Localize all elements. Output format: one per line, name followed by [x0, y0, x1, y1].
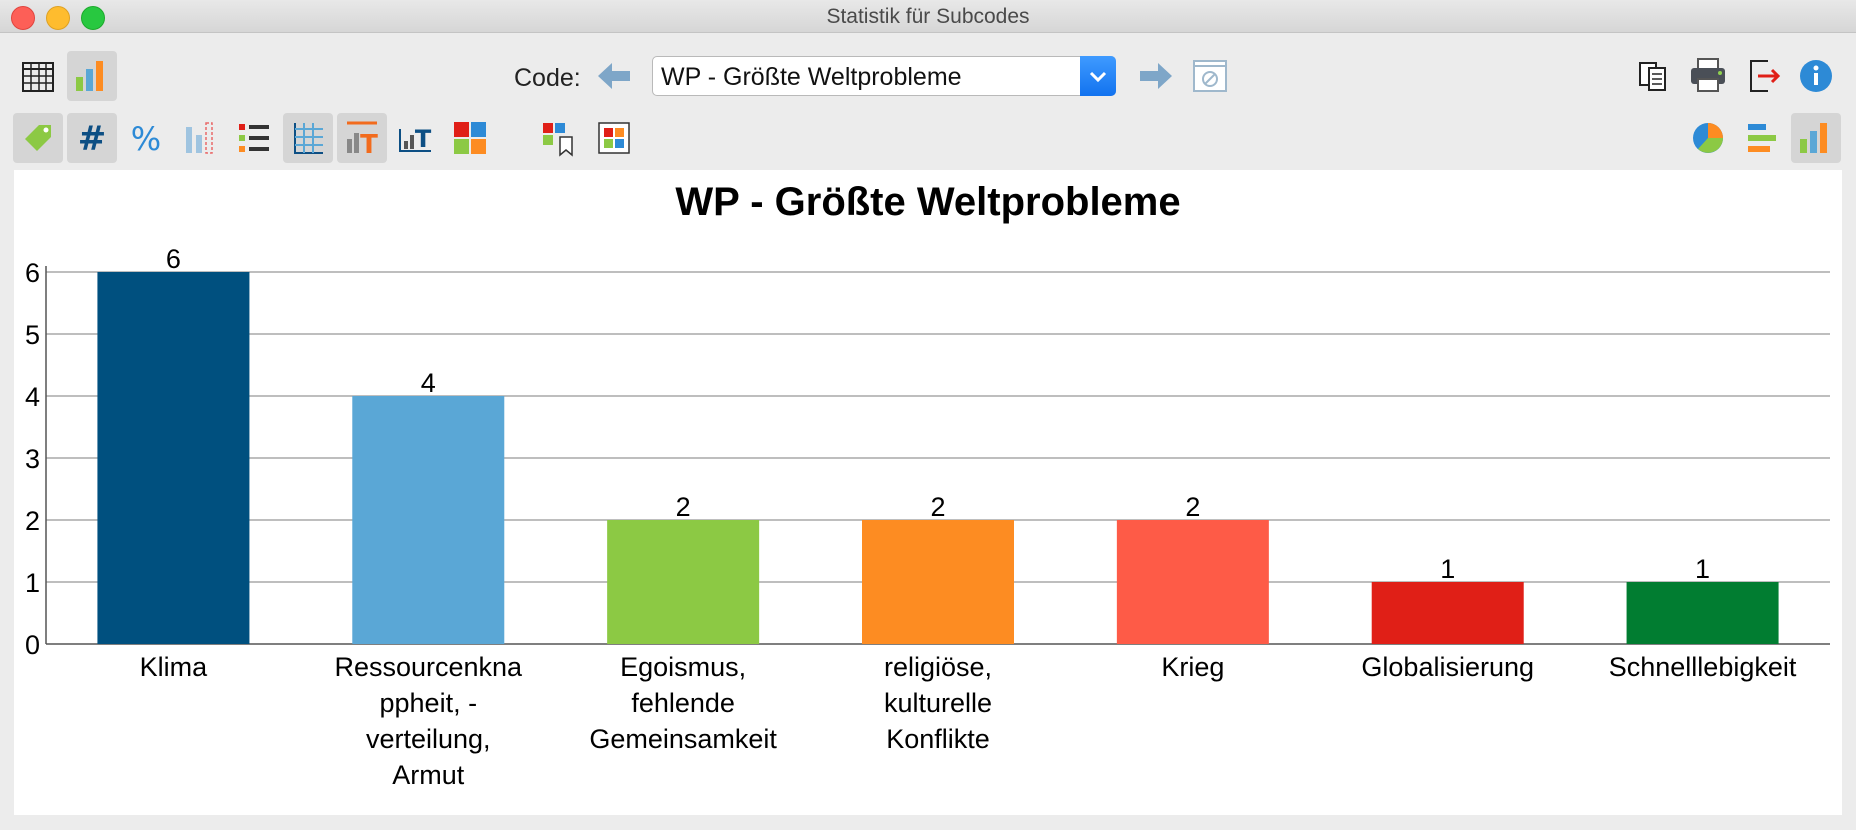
chevron-down-icon[interactable] — [1080, 56, 1116, 96]
data-label: 1 — [1440, 554, 1455, 584]
missing-bars-icon[interactable] — [175, 113, 225, 163]
disabled-filter-icon[interactable] — [1185, 51, 1235, 101]
table-view-icon[interactable] — [13, 51, 63, 101]
chart-title: WP - Größte Weltprobleme — [675, 180, 1181, 224]
print-icon[interactable] — [1683, 51, 1733, 101]
hash-icon[interactable]: # — [67, 113, 117, 163]
vertical-bar-icon[interactable] — [1791, 113, 1841, 163]
x-tick-label: Egoismus, fehlende Gemeinsamkeit — [589, 652, 777, 754]
bar — [1116, 520, 1269, 644]
y-tick-label: 5 — [25, 320, 40, 350]
svg-text:%: % — [131, 120, 161, 158]
svg-text:#: # — [78, 119, 107, 159]
code-select[interactable]: WP - Größte Weltprobleme — [652, 56, 1116, 96]
info-icon[interactable] — [1791, 51, 1841, 101]
x-tick-label: Schnelllebigkeit — [1609, 652, 1797, 682]
minimize-window-button[interactable] — [46, 6, 70, 30]
x-tick-label: Krieg — [1161, 652, 1224, 682]
svg-text:T: T — [360, 130, 378, 160]
axis-labels-icon[interactable]: T — [391, 113, 441, 163]
x-tick-label: Klima — [140, 652, 208, 682]
y-tick-label: 2 — [25, 506, 40, 536]
bar-labels-icon[interactable]: T — [337, 113, 387, 163]
layout-icon[interactable] — [589, 113, 639, 163]
percent-icon[interactable]: % — [121, 113, 171, 163]
title-bar: Statistik für Subcodes — [0, 0, 1856, 33]
copy-icon[interactable] — [1629, 51, 1679, 101]
arrow-left-icon[interactable] — [590, 51, 640, 101]
data-label: 2 — [930, 492, 945, 522]
y-tick-label: 4 — [25, 382, 40, 412]
color-bookmark-icon[interactable] — [534, 113, 584, 163]
x-tick-label: Ressourcenkna ppheit, -verteilung, Armut — [334, 652, 523, 790]
bar — [1371, 582, 1524, 644]
svg-text:T: T — [415, 125, 432, 153]
chart-view-icon[interactable] — [67, 51, 117, 101]
horizontal-bar-icon[interactable] — [1738, 113, 1788, 163]
data-label: 2 — [1185, 492, 1200, 522]
data-label: 4 — [421, 368, 436, 398]
bar — [352, 396, 505, 644]
code-select-value: WP - Größte Weltprobleme — [661, 63, 962, 91]
x-tick-label: Globalisierung — [1361, 652, 1534, 682]
data-label: 6 — [166, 244, 181, 274]
maximize-window-button[interactable] — [81, 6, 105, 30]
y-tick-label: 3 — [25, 444, 40, 474]
bar — [862, 520, 1014, 644]
chart-panel — [14, 170, 1842, 815]
arrow-right-icon[interactable] — [1130, 51, 1180, 101]
tag-icon[interactable] — [13, 113, 63, 163]
window-title: Statistik für Subcodes — [826, 5, 1030, 28]
bar — [1626, 582, 1779, 644]
y-tick-label: 0 — [25, 630, 40, 660]
list-colors-icon[interactable] — [229, 113, 279, 163]
y-tick-label: 1 — [25, 568, 40, 598]
color-palette-icon[interactable] — [445, 113, 495, 163]
y-tick-label: 6 — [25, 258, 40, 288]
bar — [607, 520, 760, 644]
close-window-button[interactable] — [11, 6, 35, 30]
data-label: 2 — [676, 492, 691, 522]
x-tick-label: religiöse, kulturelle Konflikte — [884, 652, 992, 754]
bar — [97, 272, 250, 644]
code-label: Code: — [514, 64, 581, 92]
pie-chart-icon[interactable] — [1683, 113, 1733, 163]
data-label: 1 — [1695, 554, 1710, 584]
grid-lines-icon[interactable] — [283, 113, 333, 163]
export-icon[interactable] — [1738, 51, 1788, 101]
